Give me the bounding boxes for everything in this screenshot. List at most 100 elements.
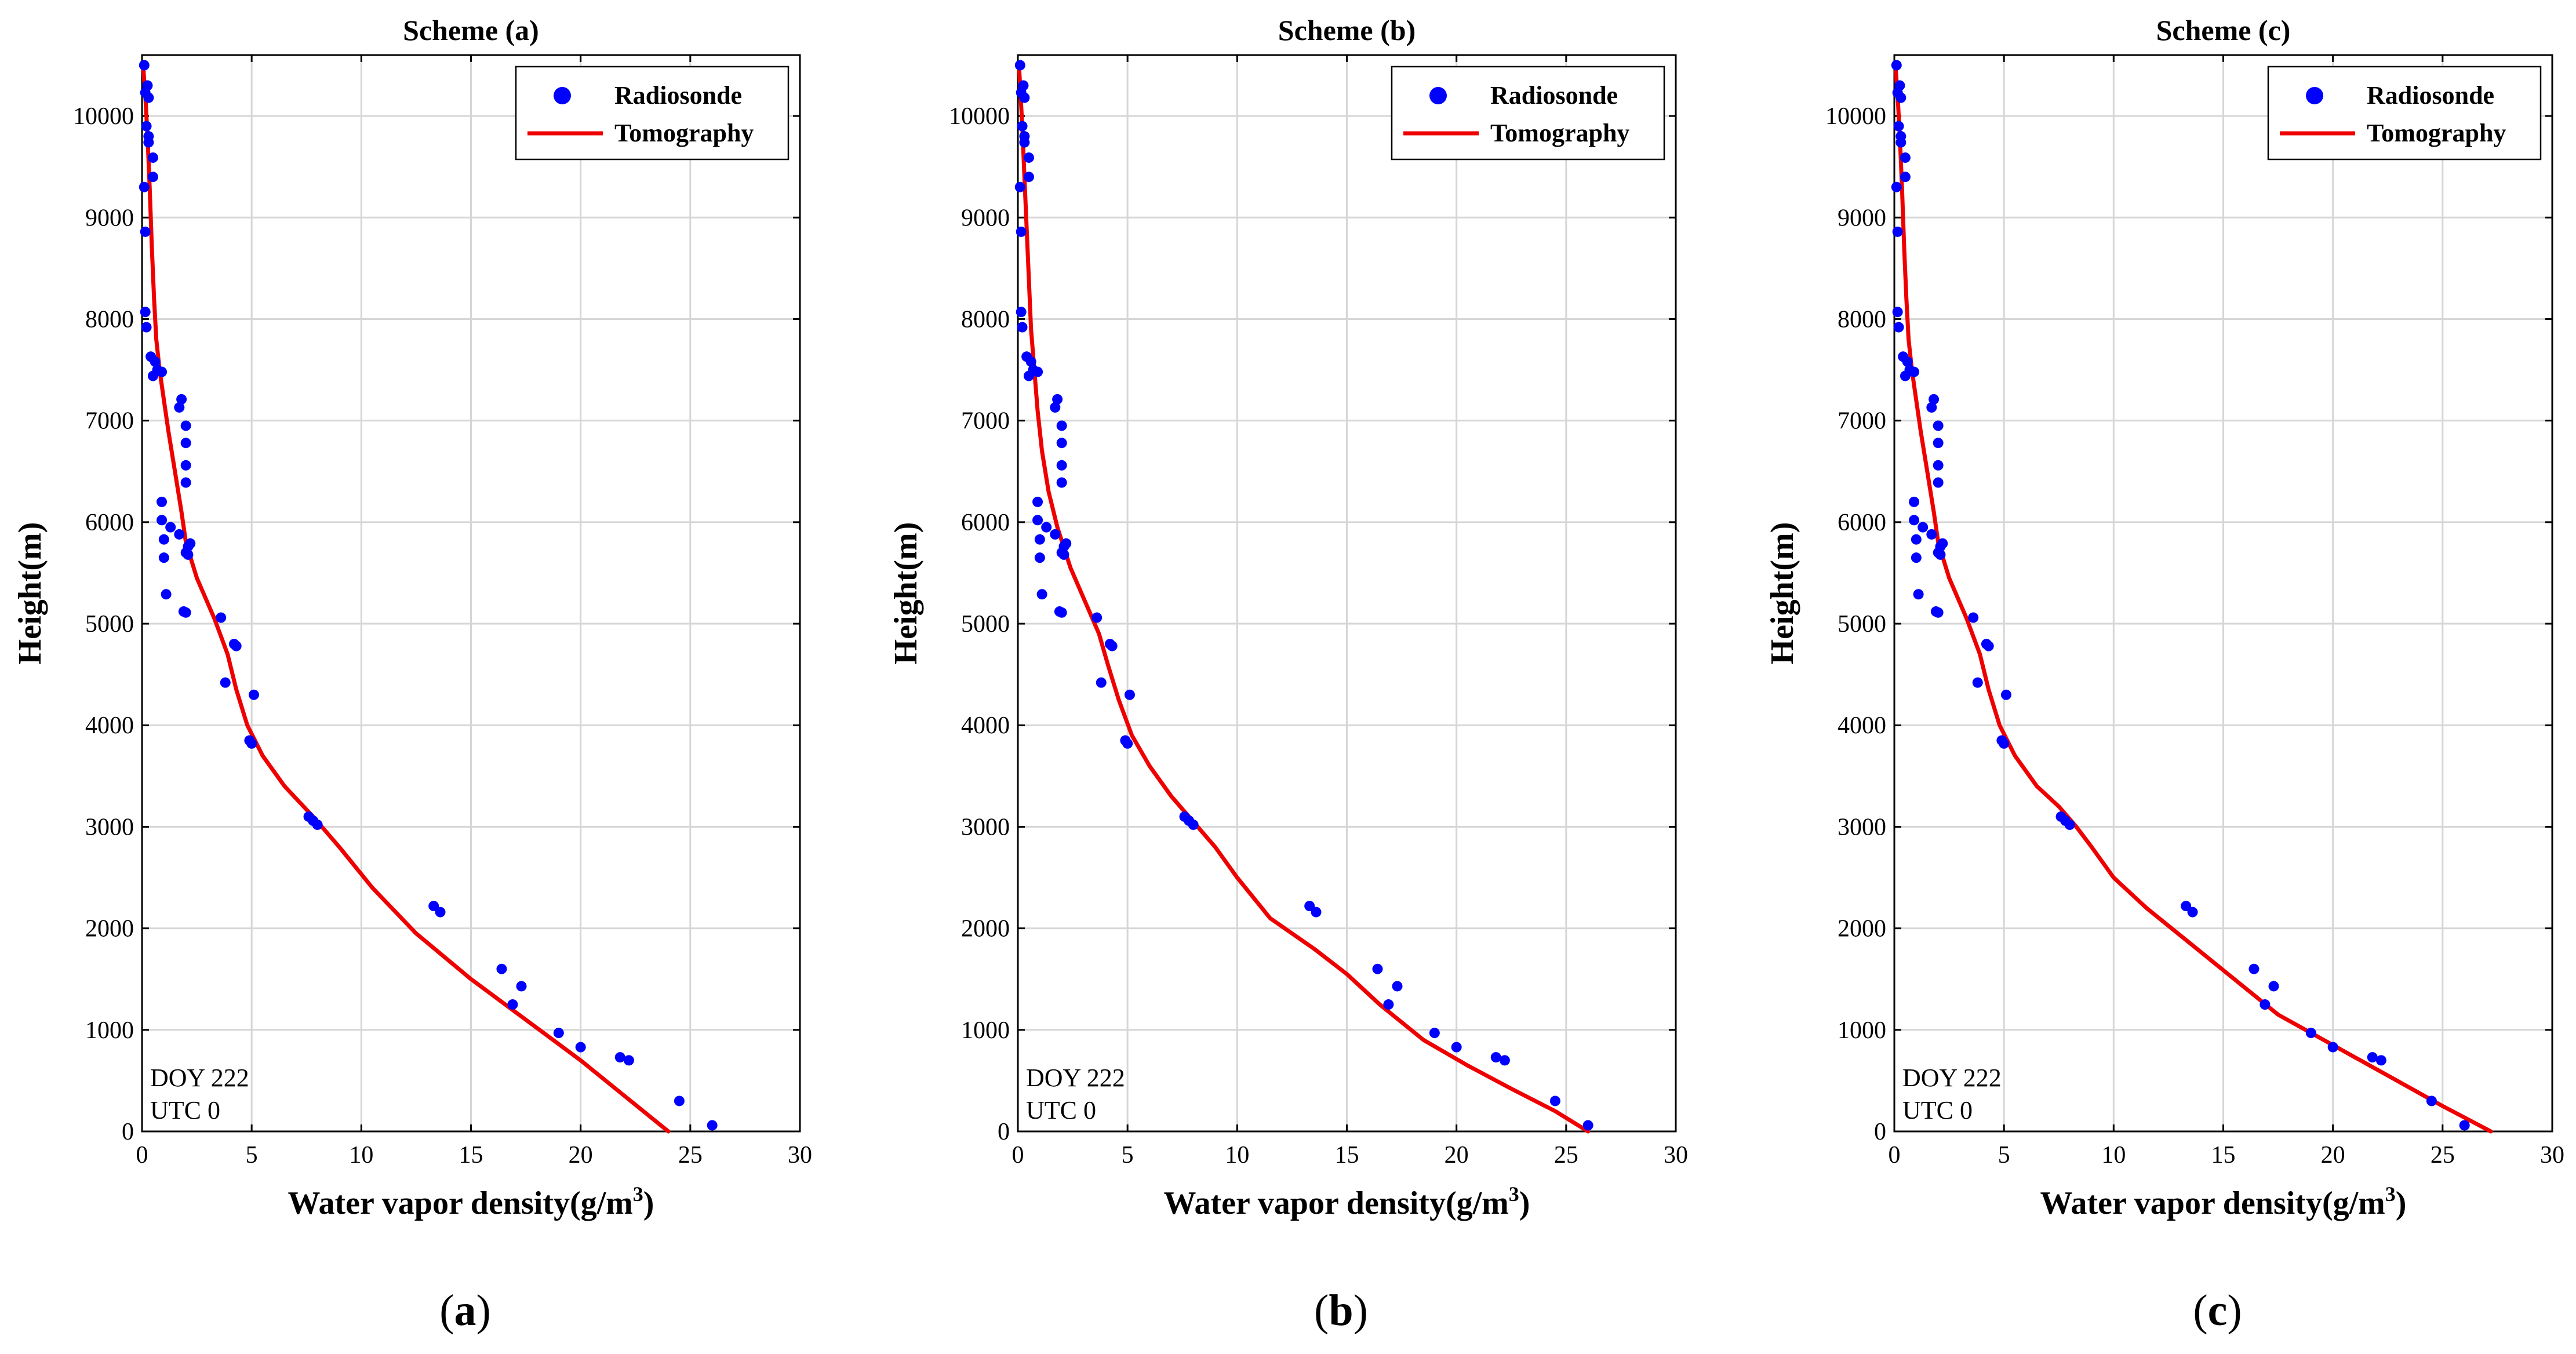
annotation-doy: DOY 222 — [1902, 1064, 2002, 1092]
radiosonde-point — [174, 402, 185, 413]
radiosonde-point — [2305, 1028, 2316, 1039]
y-tick-label: 9000 — [85, 205, 134, 231]
x-axis-label: Water vapor density(g/m3) — [1164, 1182, 1530, 1221]
y-tick-label: 8000 — [1838, 306, 1886, 333]
radiosonde-point — [1179, 811, 1190, 822]
radiosonde-point — [180, 477, 191, 488]
legend-radiosonde-marker — [1429, 87, 1447, 104]
x-tick-label: 30 — [788, 1142, 812, 1169]
radiosonde-point — [180, 420, 191, 431]
radiosonde-point — [1894, 80, 1905, 91]
radiosonde-point — [244, 735, 255, 746]
radiosonde-point — [1926, 529, 1937, 540]
x-tick-label: 25 — [1554, 1142, 1578, 1169]
radiosonde-point — [435, 907, 446, 918]
radiosonde-point — [2181, 901, 2192, 912]
radiosonde-point — [1023, 370, 1034, 381]
radiosonde-point — [1900, 152, 1911, 163]
chart-panel-c: 0 5 10 15 20 25 30 0 1000 2000 3000 4000 5000 6000 700… — [1764, 14, 2564, 1335]
x-tick-label: 15 — [1335, 1142, 1359, 1169]
radiosonde-point — [1036, 589, 1047, 600]
y-tick-label: 5000 — [961, 611, 1010, 638]
annotation-doy: DOY 222 — [150, 1064, 249, 1092]
y-tick-label: 5000 — [1838, 611, 1886, 638]
radiosonde-point — [428, 901, 439, 912]
chart-panel-b: 0 5 10 15 20 25 30 0 1000 2000 3000 4000 5000 6000 700… — [888, 14, 1688, 1335]
radiosonde-point — [1124, 689, 1135, 700]
radiosonde-point — [1911, 552, 1922, 563]
radiosonde-point — [2268, 981, 2279, 992]
radiosonde-point — [623, 1055, 634, 1066]
radiosonde-point — [1891, 181, 1902, 192]
x-tick-label: 5 — [246, 1142, 258, 1169]
radiosonde-point — [1911, 534, 1922, 545]
y-tick-label: 8000 — [961, 306, 1010, 333]
radiosonde-point — [1052, 394, 1063, 405]
legend-radiosonde-marker — [554, 87, 571, 104]
radiosonde-point — [143, 131, 154, 142]
y-tick-label: 7000 — [85, 408, 134, 435]
y-tick-label: 7000 — [961, 408, 1010, 435]
x-tick-label: 0 — [1889, 1142, 1901, 1169]
y-tick-label: 3000 — [1838, 814, 1886, 840]
y-tick-label: 2000 — [1838, 916, 1886, 942]
x-tick-label: 10 — [1225, 1142, 1249, 1169]
radiosonde-point — [516, 981, 527, 992]
radiosonde-point — [1016, 307, 1027, 318]
radiosonde-point — [1041, 522, 1052, 533]
tomography-line — [1017, 63, 1591, 1134]
radiosonde-point — [174, 529, 185, 540]
y-tick-label: 4000 — [85, 712, 134, 739]
legend-radiosonde-marker — [2306, 87, 2323, 104]
radiosonde-point — [1933, 477, 1944, 488]
y-tick-label: 0 — [122, 1119, 134, 1145]
radiosonde-point — [1549, 1095, 1560, 1107]
radiosonde-point — [1032, 515, 1043, 526]
legend: Radiosonde Tomography — [2267, 65, 2542, 161]
radiosonde-point — [1372, 963, 1383, 974]
annotation-utc: UTC 0 — [1026, 1096, 1096, 1124]
y-axis-label: Height(m) — [12, 522, 48, 665]
radiosonde-point — [2248, 963, 2260, 974]
radiosonde-point — [1968, 612, 1979, 623]
radiosonde-point — [1429, 1028, 1440, 1039]
radiosonde-point — [1913, 589, 1924, 600]
chart-title: Scheme (c) — [2156, 14, 2291, 46]
y-tick-label: 0 — [998, 1119, 1010, 1145]
x-axis-label: Water vapor density(g/m3) — [2040, 1182, 2407, 1221]
y-tick-label: 10000 — [73, 103, 134, 130]
x-tick-label: 20 — [1445, 1142, 1469, 1169]
radiosonde-point — [1900, 370, 1911, 381]
radiosonde-point — [1054, 606, 1065, 617]
radiosonde-point — [147, 370, 158, 381]
radiosonde-point — [496, 963, 507, 974]
tomography-line — [1893, 63, 2493, 1134]
x-tick-label: 30 — [1664, 1142, 1688, 1169]
x-tick-label: 15 — [2211, 1142, 2236, 1169]
radiosonde-point — [1019, 131, 1030, 142]
y-tick-label: 9000 — [1838, 205, 1886, 231]
radiosonde-point — [248, 689, 259, 700]
radiosonde-point — [2375, 1055, 2386, 1066]
y-axis-label: Height(m) — [1764, 522, 1800, 665]
y-tick-label: 10000 — [949, 103, 1010, 130]
y-tick-label: 7000 — [1838, 408, 1886, 435]
x-tick-label: 10 — [349, 1142, 373, 1169]
radiosonde-point — [228, 639, 239, 650]
y-tick-label: 5000 — [85, 611, 134, 638]
radiosonde-point — [1996, 735, 2007, 746]
radiosonde-point — [674, 1095, 685, 1107]
x-axis-label: Water vapor density(g/m3) — [288, 1182, 654, 1221]
annotation-utc: UTC 0 — [150, 1096, 220, 1124]
y-tick-label: 0 — [1874, 1119, 1886, 1145]
radiosonde-point — [1061, 538, 1072, 549]
radiosonde-point — [185, 538, 196, 549]
radiosonde-point — [1933, 438, 1944, 449]
radiosonde-point — [180, 460, 191, 471]
radiosonde-point — [140, 307, 151, 318]
radiosonde-point — [139, 181, 150, 192]
panel-caption: (a) — [439, 1286, 491, 1335]
legend-radiosonde-label: Radiosonde — [2367, 81, 2494, 110]
x-tick-label: 10 — [2101, 1142, 2126, 1169]
radiosonde-point — [1893, 121, 1904, 132]
